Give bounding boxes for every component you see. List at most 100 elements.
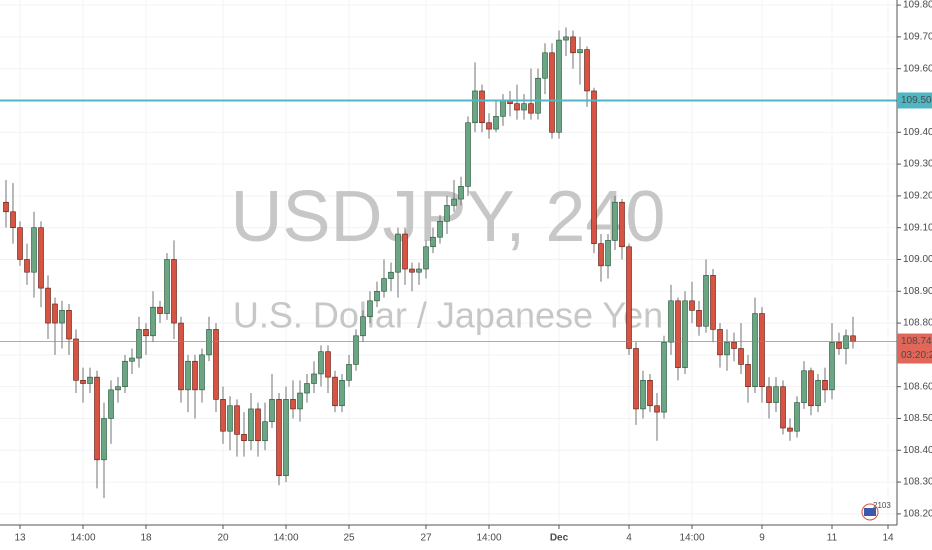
candle-body [654,405,660,413]
last-price-label: 108.742 [901,336,932,347]
candle-body [213,329,219,400]
candle-body [619,201,625,248]
candle-body [395,233,401,273]
candle-body [836,341,842,349]
candle-body [437,221,443,238]
candle-body [647,380,653,407]
candle-body [52,303,58,324]
candle-body [598,243,604,267]
candle-body [731,341,737,349]
candle-body [178,322,184,391]
candle-body [150,306,156,337]
candle-body [311,373,317,384]
x-tick-label: Dec [550,533,569,544]
candle-body [157,306,163,314]
candle-body [591,90,597,244]
candle-body [521,103,527,111]
candle-body [318,351,324,375]
candle-body [38,227,44,289]
candle-body [675,300,681,368]
candle-body [164,259,170,314]
candle-body [570,36,576,54]
candle-body [409,268,415,273]
candle-body [199,354,205,391]
candle-body [773,386,779,403]
candle-body [444,205,450,222]
candle-body [269,399,275,422]
y-tick-label: 109.400 [903,127,932,138]
candle-body [206,329,212,356]
candle-body [227,405,233,432]
candle-body [402,233,408,270]
candle-body [416,268,422,273]
candle-body [185,360,191,391]
y-tick-label: 109.700 [903,32,932,43]
candle-body [108,389,114,419]
candle-body [388,271,394,279]
badge-text: 2103 [873,501,891,510]
candle-body [787,427,793,432]
candle-body [283,399,289,477]
candle-body [451,198,457,206]
candle-body [248,408,254,442]
candle-body [129,357,135,362]
candle-body [360,316,366,337]
candle-body [535,77,541,114]
candle-body [500,100,506,117]
candle-body [241,434,247,442]
candle-body [262,421,268,442]
last-price-box [897,333,932,364]
candle-body [752,313,758,387]
candle-body [815,380,821,407]
x-tick-label: 20 [217,533,229,544]
candle-body [304,383,310,394]
candle-body [766,386,772,403]
candle-body [801,370,807,403]
candle-body [850,335,856,342]
x-tick-label: 14:00 [476,533,501,544]
x-tick-label: 4 [626,533,632,544]
candle-body [122,360,128,387]
y-tick-label: 109.200 [903,191,932,202]
y-tick-label: 109.800 [903,0,932,11]
candle-body [101,418,107,461]
candle-body [24,259,30,273]
candle-body [514,103,520,111]
y-tick-label: 108.400 [903,445,932,456]
candle-body [465,122,471,187]
candle-body [367,300,373,318]
y-tick-label: 108.800 [903,318,932,329]
candle-body [689,300,695,311]
candle-body [549,52,555,133]
candle-body [703,275,709,327]
badge-flag [864,508,876,516]
candle-body [276,399,282,477]
candle-body [332,376,338,407]
x-tick-label: 18 [140,533,152,544]
candle-body [710,275,716,330]
candle-body [136,329,142,359]
candle-body [346,364,352,381]
candle-body [626,246,632,349]
candle-body [633,348,639,410]
candle-body [94,376,100,461]
candle-body [423,246,429,270]
candle-body [738,348,744,365]
x-tick-label: 14:00 [273,533,298,544]
candle-body [17,227,23,260]
x-tick-label: 14 [882,533,894,544]
candle-body [759,313,765,387]
candle-body [458,186,464,200]
countdown-label: 03:20:28 [901,350,932,361]
candle-body [115,386,121,391]
watermark-subtitle: U.S. Dollar / Japanese Yen [233,295,663,336]
y-tick-label: 108.200 [903,509,932,520]
candle-body [577,49,583,54]
candle-body [73,338,79,381]
candle-body [843,335,849,349]
candle-body [374,290,380,302]
hline-label-box [897,92,932,109]
candle-body [612,201,618,241]
x-tick-label: 11 [827,533,838,544]
candle-body [822,380,828,391]
